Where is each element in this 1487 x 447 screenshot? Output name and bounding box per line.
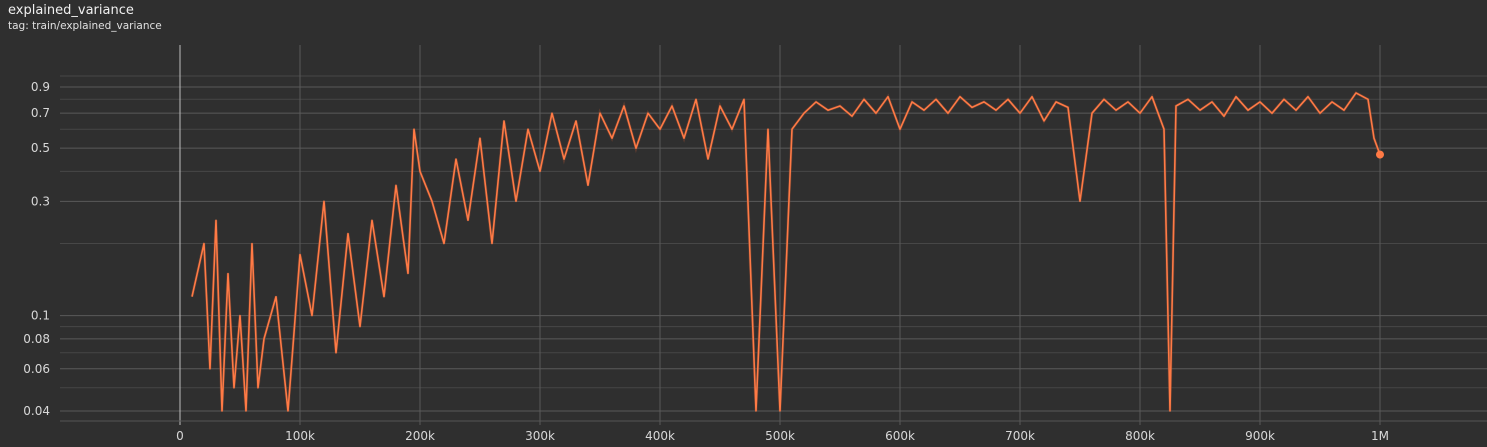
series-line	[191, 92, 1381, 412]
x-tick-label: 300k	[525, 429, 555, 443]
grid-lines	[60, 45, 1487, 425]
x-tick-label: 200k	[405, 429, 435, 443]
chart-tag: tag: train/explained_variance	[8, 20, 162, 32]
smoothed-series	[191, 92, 1384, 412]
x-tick-label: 800k	[1125, 429, 1155, 443]
x-tick-label: 400k	[645, 429, 675, 443]
y-tick-label: 0.9	[31, 80, 50, 94]
y-tick-label: 0.5	[31, 141, 50, 155]
x-tick-label: 100k	[285, 429, 315, 443]
y-tick-label: 0.1	[31, 309, 50, 323]
x-tick-label: 900k	[1245, 429, 1275, 443]
y-tick-label: 0.7	[31, 106, 50, 120]
y-tick-label: 0.04	[23, 404, 50, 418]
x-tick-label: 700k	[1005, 429, 1035, 443]
x-tick-label: 0	[176, 429, 184, 443]
y-tick-label: 0.06	[23, 362, 50, 376]
y-tick-label: 0.3	[31, 194, 50, 208]
y-tick-label: 0.08	[23, 332, 50, 346]
x-tick-label: 600k	[885, 429, 915, 443]
series-end-marker	[1376, 150, 1384, 159]
x-tick-label: 1M	[1371, 429, 1389, 443]
x-tick-label: 500k	[765, 429, 795, 443]
tick-labels: 0.04 0.06 0.08 0.1 0.3 0.5 0.7 0.9 0 100k 200k 300k…	[23, 80, 1389, 443]
chart-title: explained_variance	[8, 3, 134, 18]
